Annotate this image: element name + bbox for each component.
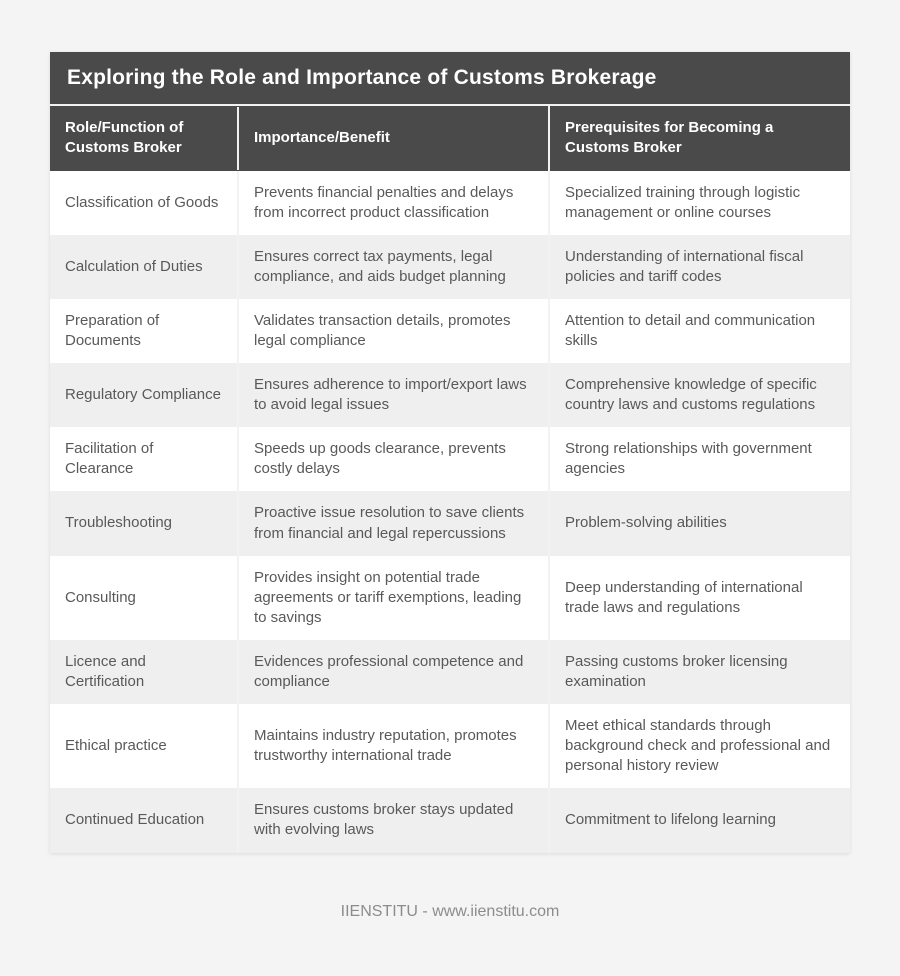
role-cell: Continued Education <box>65 811 205 829</box>
importance-cell: Ensures adherence to import/export laws … <box>237 363 548 428</box>
table-row: Facilitation of Clearance Speeds up good… <box>50 427 850 492</box>
role-cell: Regulatory Compliance <box>65 386 221 404</box>
importance-cell: Validates transaction details, promotes … <box>237 298 548 364</box>
role-cell: Calculation of Duties <box>65 257 203 275</box>
role-cell: Facilitation of Clearance <box>65 440 154 478</box>
prerequisite-cell: Meet ethical standards through backgroun… <box>548 704 850 789</box>
importance-cell: Speeds up goods clearance, prevents cost… <box>237 427 548 492</box>
source-attribution: IIENSTITU - www.iienstitu.com <box>340 903 560 920</box>
role-cell: Licence and Certification <box>65 652 146 690</box>
role-cell: Troubleshooting <box>65 514 173 532</box>
table-row: Calculation of Duties Ensures correct ta… <box>50 234 850 299</box>
table-row: Regulatory Compliance Ensures adherence … <box>50 363 850 428</box>
prerequisite-cell: Passing customs broker licensing examina… <box>548 639 850 705</box>
table-row: Consulting Provides insight on potential… <box>50 555 850 640</box>
table-header-row: Role/Function of Customs Broker Importan… <box>50 104 850 171</box>
prerequisite-cell: Problem-solving abilities <box>548 491 850 556</box>
role-cell: Preparation of Documents <box>65 311 160 349</box>
role-cell: Classification of Goods <box>65 193 219 211</box>
prerequisite-cell: Understanding of international fiscal po… <box>548 234 850 299</box>
importance-cell: Prevents financial penalties and delays … <box>237 170 548 235</box>
table-row: Troubleshooting Proactive issue resoluti… <box>50 491 850 556</box>
prerequisite-cell: Specialized training through logistic ma… <box>548 170 850 235</box>
importance-cell: Ensures customs broker stays updated wit… <box>237 788 548 853</box>
importance-cell: Ensures correct tax payments, legal comp… <box>237 234 548 299</box>
customs-brokerage-table-card: Exploring the Role and Importance of Cus… <box>50 52 850 853</box>
prerequisite-cell: Strong relationships with government age… <box>548 427 850 492</box>
importance-cell: Provides insight on potential trade agre… <box>237 555 548 640</box>
role-cell: Ethical practice <box>65 737 167 755</box>
role-cell: Consulting <box>65 588 136 606</box>
table-row: Preparation of Documents Validates trans… <box>50 298 850 364</box>
prerequisite-cell: Commitment to lifelong learning <box>548 788 850 853</box>
importance-cell: Maintains industry reputation, promotes … <box>237 704 548 789</box>
importance-cell: Proactive issue resolution to save clien… <box>237 491 548 556</box>
prerequisite-cell: Deep understanding of international trad… <box>548 555 850 640</box>
table-title: Exploring the Role and Importance of Cus… <box>50 52 850 104</box>
column-header-role: Role/Function of Customs Broker <box>65 119 184 157</box>
importance-cell: Evidences professional competence and co… <box>237 639 548 705</box>
table-row: Continued Education Ensures customs brok… <box>50 788 850 853</box>
table-row: Ethical practice Maintains industry repu… <box>50 704 850 789</box>
table-row: Classification of Goods Prevents financi… <box>50 170 850 235</box>
column-header-importance: Importance/Benefit <box>237 106 548 170</box>
prerequisite-cell: Attention to detail and communication sk… <box>548 298 850 364</box>
prerequisite-cell: Comprehensive knowledge of specific coun… <box>548 363 850 428</box>
column-header-prerequisites: Prerequisites for Becoming a Customs Bro… <box>548 106 850 171</box>
table-row: Licence and Certification Evidences prof… <box>50 639 850 705</box>
